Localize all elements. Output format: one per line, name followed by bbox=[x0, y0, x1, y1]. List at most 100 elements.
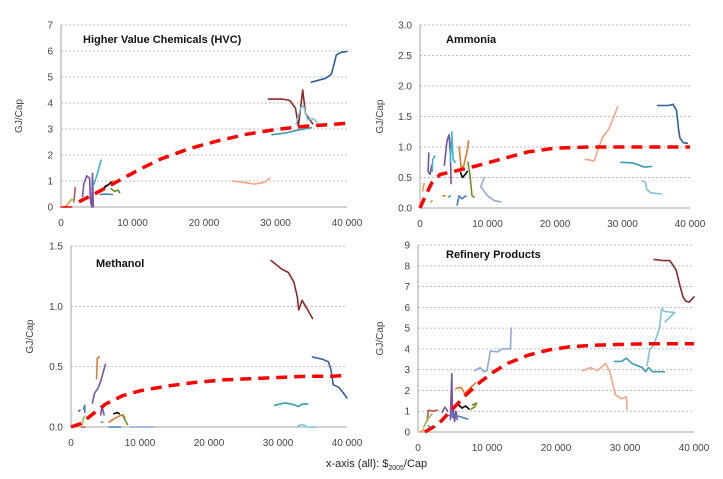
x-tick-label: 30 000 bbox=[610, 443, 641, 454]
panel-0: 0 1 2 3 4 5 6 7 0 10 000 20 000 30 000 40 000 GJ/Cap H… bbox=[14, 21, 363, 230]
series-line bbox=[82, 404, 86, 414]
series-line bbox=[73, 186, 77, 203]
series-line bbox=[92, 159, 102, 187]
y-tick-label: 0.0 bbox=[398, 204, 412, 215]
series-line bbox=[479, 176, 502, 203]
x-tick-label: 40 000 bbox=[675, 219, 706, 230]
y-tick-label: 0.5 bbox=[398, 173, 412, 184]
series-line bbox=[273, 402, 309, 408]
series-line bbox=[656, 103, 689, 145]
series-line bbox=[310, 50, 348, 83]
y-tick-label: 8 bbox=[404, 261, 410, 272]
series-line bbox=[653, 258, 695, 303]
panel-1: 0.0 0.5 1.0 1.5 2.0 2.5 3.0 0 10 000 20 000 30 000… bbox=[375, 21, 706, 231]
series-line bbox=[427, 152, 433, 176]
y-tick-label: 5 bbox=[47, 73, 53, 84]
x-tick-label: 40 000 bbox=[332, 218, 363, 229]
series-line bbox=[422, 413, 433, 429]
y-tick-label: 9 bbox=[404, 241, 410, 252]
series-line bbox=[429, 199, 433, 203]
y-axis-label: GJ/Cap bbox=[375, 321, 386, 355]
trend-line bbox=[70, 373, 348, 429]
series-line bbox=[297, 423, 307, 427]
series-line bbox=[77, 409, 81, 413]
y-tick-label: 0.5 bbox=[49, 362, 63, 373]
y-tick-label: 5 bbox=[404, 324, 410, 335]
panel-title: Refinery Products bbox=[446, 249, 541, 261]
y-tick-label: 3 bbox=[404, 365, 410, 376]
caption-prefix: x-axis (all): $ bbox=[326, 458, 389, 470]
series-line bbox=[457, 404, 470, 410]
x-tick-label: 30 000 bbox=[260, 218, 291, 229]
x-tick-label: 20 000 bbox=[540, 219, 571, 230]
y-axis-label: GJ/Cap bbox=[14, 99, 25, 133]
x-tick-label: 40 000 bbox=[679, 443, 710, 454]
trend-line bbox=[78, 121, 348, 204]
x-tick-label: 20 000 bbox=[189, 218, 220, 229]
series-line bbox=[443, 134, 452, 185]
panel-title: Methanol bbox=[96, 258, 144, 270]
series-line bbox=[447, 195, 452, 198]
x-tick-label: 10 000 bbox=[125, 438, 156, 449]
x-tick-label: 20 000 bbox=[194, 438, 225, 449]
x-tick-label: 40 000 bbox=[332, 438, 363, 449]
x-tick-label: 0 bbox=[68, 438, 74, 449]
series-line bbox=[470, 402, 478, 410]
series-line bbox=[458, 140, 470, 170]
panel-3: 0 1 2 3 4 5 6 7 8 9 0 10 000 20 000 30 000 40 000 GJ/Ca… bbox=[375, 241, 710, 455]
series-line bbox=[467, 161, 475, 198]
series-line bbox=[441, 406, 449, 414]
series-line bbox=[91, 363, 107, 404]
y-tick-label: 1 bbox=[404, 407, 410, 418]
series-line bbox=[456, 195, 467, 206]
x-tick-label: 0 bbox=[417, 219, 423, 230]
series-line bbox=[99, 193, 114, 196]
y-axis-label: GJ/Cap bbox=[375, 99, 386, 133]
series-line bbox=[110, 188, 121, 194]
series-line bbox=[231, 177, 271, 185]
y-tick-label: 6 bbox=[404, 303, 410, 314]
y-tick-label: 1.5 bbox=[398, 112, 412, 123]
series-line bbox=[473, 327, 512, 373]
y-tick-label: 2 bbox=[47, 151, 53, 162]
series-line bbox=[613, 357, 666, 373]
series-line bbox=[63, 201, 71, 208]
series-line bbox=[449, 131, 456, 164]
series-line bbox=[113, 411, 121, 415]
y-tick-label: 7 bbox=[47, 21, 53, 32]
series-line bbox=[449, 372, 459, 423]
trend-line bbox=[418, 145, 690, 209]
x-tick-label: 30 000 bbox=[607, 219, 638, 230]
y-axis-label: GJ/Cap bbox=[25, 319, 36, 353]
caption-subscript: 2005 bbox=[388, 465, 404, 473]
series-line bbox=[426, 409, 439, 423]
y-tick-label: 2.5 bbox=[398, 51, 412, 62]
x-tick-label: 30 000 bbox=[263, 438, 294, 449]
y-tick-label: 3 bbox=[47, 125, 53, 136]
series-line bbox=[81, 172, 94, 208]
y-tick-label: 0 bbox=[404, 428, 410, 439]
series-line bbox=[270, 259, 314, 320]
x-tick-label: 10 000 bbox=[472, 219, 503, 230]
series-line bbox=[122, 414, 129, 426]
series-line bbox=[81, 415, 86, 426]
y-tick-label: 0.0 bbox=[49, 423, 63, 434]
y-tick-label: 2 bbox=[404, 386, 410, 397]
x-tick-label: 20 000 bbox=[541, 443, 572, 454]
series-line bbox=[421, 182, 425, 192]
x-tick-label: 0 bbox=[415, 443, 421, 454]
y-tick-label: 4 bbox=[404, 344, 410, 355]
series-line bbox=[95, 356, 101, 380]
series-line bbox=[68, 198, 75, 203]
y-tick-label: 7 bbox=[404, 282, 410, 293]
shared-x-axis-caption: x-axis (all): $2005/Cap bbox=[326, 458, 427, 472]
y-tick-label: 1.5 bbox=[49, 242, 63, 253]
series-line bbox=[267, 89, 314, 128]
y-tick-label: 0 bbox=[47, 203, 53, 214]
series-line bbox=[459, 170, 469, 179]
series-line bbox=[651, 307, 676, 348]
panel-title: Higher Value Chemicals (HVC) bbox=[83, 34, 242, 46]
y-tick-label: 4 bbox=[47, 99, 53, 110]
y-tick-label: 1.0 bbox=[49, 302, 63, 313]
